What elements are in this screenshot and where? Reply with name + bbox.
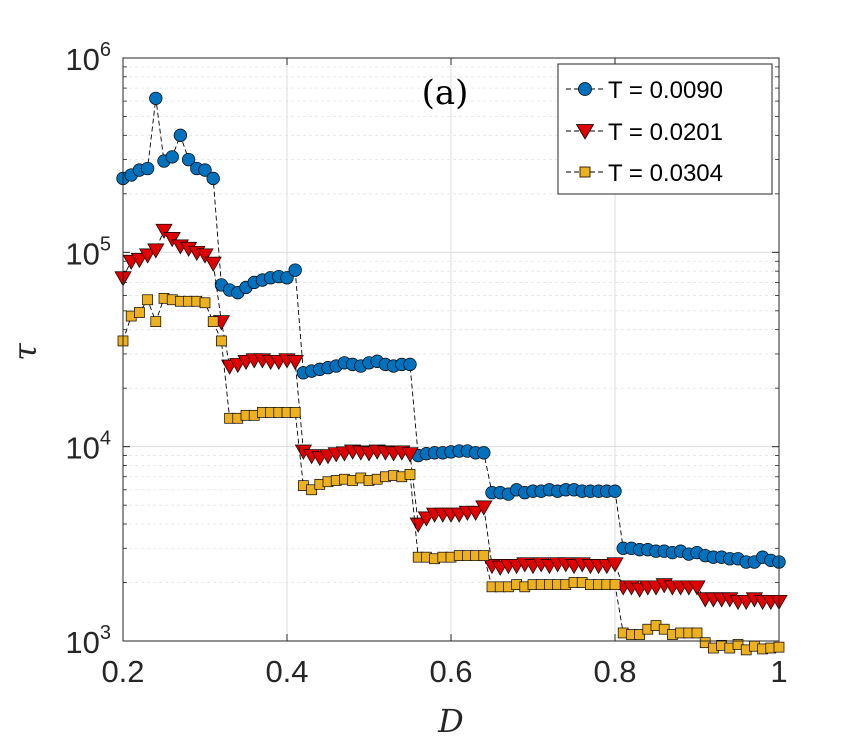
data-point bbox=[404, 469, 416, 480]
x-tick-label: 1 bbox=[770, 654, 787, 689]
data-point bbox=[140, 161, 155, 176]
x-tick-label: 0.8 bbox=[593, 654, 636, 689]
data-point bbox=[138, 248, 157, 264]
x-tick-label: 0.2 bbox=[101, 654, 144, 689]
data-point bbox=[609, 579, 621, 590]
y-axis-label: τ bbox=[6, 342, 44, 361]
data-point bbox=[403, 357, 417, 372]
data-point bbox=[688, 580, 706, 596]
ticks-layer bbox=[122, 57, 780, 642]
x-tick-labels: 0.2 0.4 0.6 0.8 1 bbox=[101, 654, 787, 689]
x-tick-label: 0.6 bbox=[429, 654, 472, 689]
data-point bbox=[216, 335, 227, 347]
x-tick-label: 0.4 bbox=[265, 654, 308, 689]
data-point bbox=[606, 557, 624, 573]
y-tick-label: 103 bbox=[65, 622, 111, 660]
legend-marker-0 bbox=[578, 82, 592, 96]
series-2 bbox=[117, 292, 785, 656]
data-point bbox=[401, 447, 419, 463]
data-point bbox=[466, 505, 485, 521]
data-point bbox=[155, 223, 173, 239]
legend-marker-1 bbox=[575, 124, 595, 140]
legend-label-1: T = 0.0201 bbox=[608, 119, 723, 146]
data-point bbox=[207, 316, 219, 327]
data-point bbox=[286, 354, 304, 370]
legend-label-2: T = 0.0304 bbox=[608, 160, 723, 187]
legend-label-0: T = 0.0090 bbox=[608, 77, 723, 104]
data-point bbox=[289, 407, 301, 418]
data-point bbox=[163, 232, 181, 248]
data-point bbox=[147, 243, 165, 259]
data-point bbox=[199, 297, 211, 309]
series-0 bbox=[116, 91, 786, 569]
y-tick-label: 104 bbox=[65, 428, 111, 466]
data-point bbox=[409, 517, 427, 533]
panel-label: (a) bbox=[422, 73, 469, 113]
data-point bbox=[306, 484, 317, 496]
legend: T = 0.0090 T = 0.0201 T = 0.0304 bbox=[557, 63, 773, 195]
data-point bbox=[149, 91, 163, 105]
data-point bbox=[732, 639, 744, 650]
data-point bbox=[173, 128, 188, 142]
x-axis-label: D bbox=[437, 702, 464, 740]
data-point bbox=[165, 150, 179, 164]
y-tick-label: 105 bbox=[65, 233, 111, 271]
data-point bbox=[773, 641, 785, 653]
data-point bbox=[280, 271, 294, 285]
data-point bbox=[134, 307, 145, 318]
data-point bbox=[130, 253, 149, 269]
data-point bbox=[206, 171, 220, 186]
data-point bbox=[198, 163, 212, 177]
data-point bbox=[478, 550, 490, 561]
data-point bbox=[475, 500, 493, 516]
series-layer bbox=[114, 91, 788, 656]
data-point bbox=[691, 627, 703, 639]
legend-marker-2 bbox=[579, 166, 591, 178]
data-point bbox=[204, 256, 222, 272]
data-point bbox=[150, 316, 162, 327]
data-point bbox=[477, 446, 491, 460]
data-point bbox=[181, 152, 196, 167]
data-point bbox=[142, 294, 153, 306]
data-point bbox=[288, 263, 302, 277]
y-tick-label: 106 bbox=[65, 39, 111, 77]
data-point bbox=[196, 248, 214, 264]
series-1 bbox=[114, 223, 788, 611]
data-point bbox=[608, 484, 622, 498]
y-tick-labels: 103 104 105 106 bbox=[65, 39, 111, 660]
